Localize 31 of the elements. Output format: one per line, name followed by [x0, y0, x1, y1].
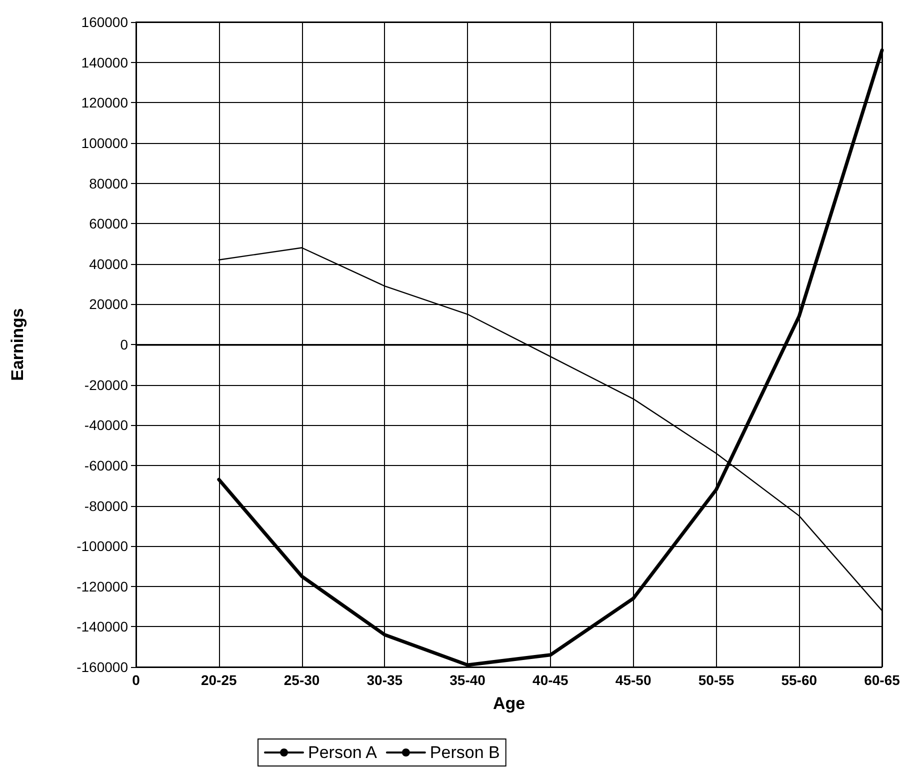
y-tick-label: -120000 — [76, 578, 128, 594]
legend-label: Person A — [308, 743, 378, 762]
y-tick-label: 0 — [120, 336, 128, 352]
y-tick-label: 120000 — [81, 94, 128, 111]
y-tick-label: -80000 — [84, 498, 128, 514]
y-tick-label: -160000 — [76, 659, 128, 675]
y-tick-label: -100000 — [76, 538, 128, 554]
x-tick-label: 60-65 — [864, 672, 900, 688]
y-tick-label: 160000 — [81, 14, 128, 30]
x-tick-label: 55-60 — [781, 672, 818, 688]
y-tick-label: -140000 — [76, 618, 128, 635]
y-tick-label: -40000 — [84, 417, 128, 434]
y-tick-label: 60000 — [89, 216, 128, 232]
x-tick-label: 35-40 — [450, 672, 486, 688]
x-tick-label: 50-55 — [698, 672, 734, 688]
y-tick-label: -60000 — [84, 457, 128, 474]
y-axis-title: Earnings — [8, 308, 27, 381]
x-tick-label: 0 — [132, 672, 140, 688]
y-tick-label: 100000 — [81, 134, 128, 151]
legend-label: Person B — [430, 743, 500, 762]
y-tick-label: 140000 — [81, 54, 128, 70]
x-axis-title: Age — [492, 694, 526, 713]
x-tick-label: 40-45 — [532, 672, 569, 688]
x-tick-label: 25-30 — [284, 672, 320, 688]
y-tick-label: -20000 — [84, 376, 128, 393]
x-tick-label: 45-50 — [615, 672, 652, 688]
y-tick-label: 40000 — [89, 256, 128, 272]
y-tick-label: 80000 — [89, 175, 128, 192]
y-tick-label: 20000 — [89, 296, 128, 312]
x-tick-label: 30-35 — [366, 672, 403, 688]
x-tick-label: 20-25 — [200, 672, 238, 688]
